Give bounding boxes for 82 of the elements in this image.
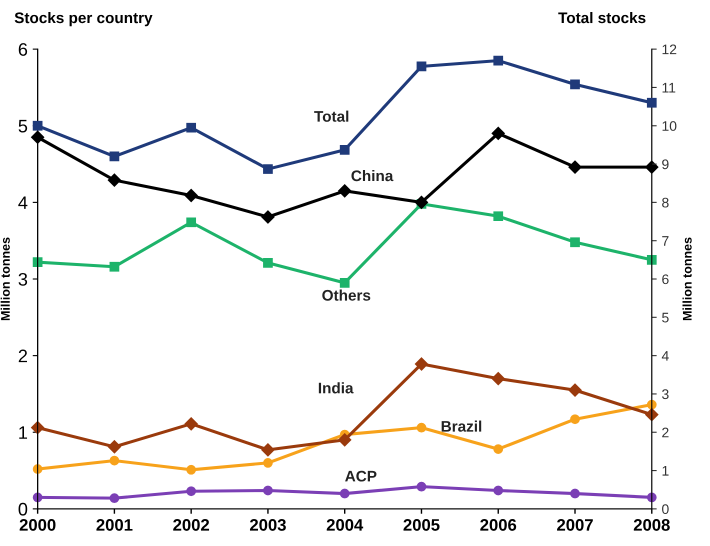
y2-tick-label: 1	[662, 466, 669, 476]
y2-tick-label: 7	[662, 236, 669, 246]
series-label: ACP	[345, 470, 376, 482]
point	[110, 262, 120, 272]
x-tick-label: 2005	[404, 519, 440, 531]
point	[263, 486, 273, 496]
y2-tick-label: 5	[662, 312, 669, 322]
point	[416, 482, 426, 492]
y2-tick-label: 3	[662, 389, 669, 400]
point	[493, 56, 504, 66]
x-tick-label: 2007	[557, 519, 593, 531]
y2-tick-label: 9	[662, 159, 669, 170]
point	[570, 237, 580, 248]
y-tick-label: 1	[19, 426, 28, 439]
y-tick-label: 0	[18, 502, 28, 516]
y2-tick-label: 8	[662, 198, 669, 208]
point	[646, 98, 657, 108]
point	[338, 184, 352, 198]
x-tick-label: 2002	[173, 519, 210, 531]
x-tick-label: 2003	[250, 519, 286, 531]
point	[568, 384, 582, 397]
point	[340, 278, 350, 288]
point	[493, 444, 504, 454]
point	[568, 160, 582, 174]
y2-tick-label: 6	[662, 274, 669, 284]
x-tick-label: 2008	[634, 519, 670, 531]
y-tick-label: 2	[18, 350, 27, 362]
point	[263, 164, 273, 174]
series-label: China	[351, 170, 394, 182]
x-tick-label: 2006	[480, 519, 516, 531]
x-tick-label: 2000	[20, 519, 56, 531]
x-tick-label: 2004	[326, 519, 364, 531]
point	[570, 488, 580, 498]
point	[261, 210, 275, 224]
point	[414, 196, 428, 209]
point	[186, 122, 196, 133]
series-label: Others	[322, 290, 370, 301]
point	[492, 126, 505, 140]
point	[186, 486, 196, 496]
point	[184, 417, 198, 430]
y2-tick-label: 2	[662, 428, 669, 438]
point	[186, 464, 196, 475]
point	[184, 188, 198, 202]
series-label: India	[318, 382, 354, 394]
point	[340, 488, 350, 498]
point	[108, 174, 121, 187]
point	[186, 217, 196, 228]
y2-tick-label: 10	[662, 121, 676, 131]
point	[493, 211, 504, 222]
point	[570, 80, 580, 90]
y2-tick-label: 0	[662, 504, 669, 514]
y2-axis-title: Million tonnes	[682, 238, 692, 320]
chart-subtitle: Total stocks	[558, 12, 646, 24]
point	[416, 422, 426, 433]
point	[263, 258, 273, 268]
point	[261, 443, 275, 456]
y2-tick-label: 12	[662, 44, 676, 54]
point	[414, 357, 428, 371]
point	[416, 62, 426, 72]
series-label: Total	[314, 110, 348, 122]
point	[108, 440, 121, 454]
point	[31, 421, 44, 434]
y2-tick-label: 11	[662, 82, 676, 92]
y-tick-label: 3	[18, 272, 28, 286]
x-tick-label: 2001	[96, 519, 132, 531]
point	[340, 145, 350, 155]
point	[263, 458, 273, 468]
point	[32, 120, 42, 131]
point	[493, 486, 504, 496]
point	[492, 372, 505, 386]
point	[110, 493, 120, 504]
y-tick-label: 6	[18, 43, 28, 56]
y-axis-title: Million tonnes	[0, 238, 10, 320]
point	[338, 433, 352, 446]
point	[570, 414, 580, 424]
chart-title: Stocks per country	[14, 12, 153, 26]
point	[110, 152, 120, 162]
point	[110, 456, 120, 466]
y-tick-label: 5	[18, 120, 28, 132]
y2-tick-label: 4	[662, 351, 669, 361]
series-label: Brazil	[442, 420, 482, 432]
y-tick-label: 4	[18, 196, 28, 209]
